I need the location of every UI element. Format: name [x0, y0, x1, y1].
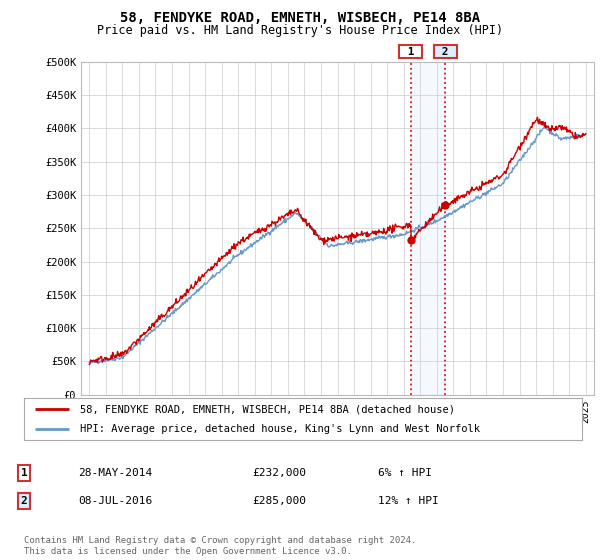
Text: HPI: Average price, detached house, King's Lynn and West Norfolk: HPI: Average price, detached house, King…	[80, 424, 480, 434]
Bar	[410, 62, 445, 395]
Text: 2: 2	[435, 46, 455, 57]
Text: £232,000: £232,000	[252, 468, 306, 478]
Text: 28-MAY-2014: 28-MAY-2014	[78, 468, 152, 478]
Text: 1: 1	[401, 46, 421, 57]
Text: 1: 1	[20, 468, 28, 478]
Text: 12% ↑ HPI: 12% ↑ HPI	[378, 496, 439, 506]
Text: 58, FENDYKE ROAD, EMNETH, WISBECH, PE14 8BA: 58, FENDYKE ROAD, EMNETH, WISBECH, PE14 …	[120, 11, 480, 25]
Text: 2: 2	[20, 496, 28, 506]
Text: 08-JUL-2016: 08-JUL-2016	[78, 496, 152, 506]
Text: 58, FENDYKE ROAD, EMNETH, WISBECH, PE14 8BA (detached house): 58, FENDYKE ROAD, EMNETH, WISBECH, PE14 …	[80, 404, 455, 414]
Text: 6% ↑ HPI: 6% ↑ HPI	[378, 468, 432, 478]
Text: £285,000: £285,000	[252, 496, 306, 506]
Text: Contains HM Land Registry data © Crown copyright and database right 2024.
This d: Contains HM Land Registry data © Crown c…	[24, 536, 416, 556]
Text: Price paid vs. HM Land Registry's House Price Index (HPI): Price paid vs. HM Land Registry's House …	[97, 24, 503, 36]
